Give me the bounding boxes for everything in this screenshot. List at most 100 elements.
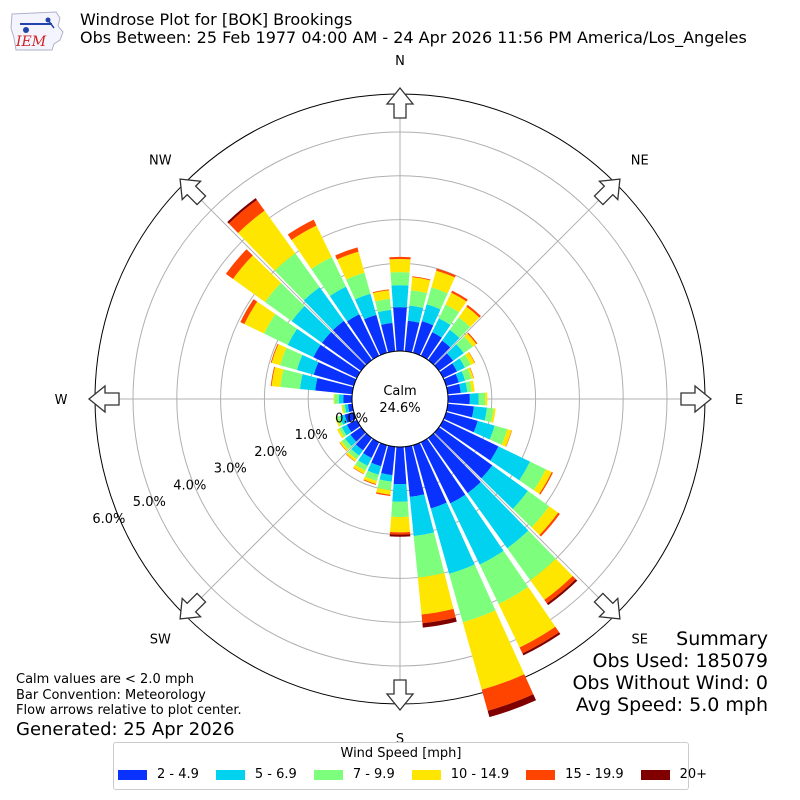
summary-box: Summary Obs Used: 185079 Obs Without Win… [572, 628, 768, 716]
legend-swatch [313, 769, 343, 780]
windrose-bar-segment [271, 367, 284, 388]
windrose-bar-segment [371, 442, 388, 467]
windrose-bar-segment [363, 476, 377, 485]
windrose-bar-segment [264, 313, 298, 345]
windrose-bar-segment [353, 464, 366, 474]
windrose-bar-segment [464, 333, 477, 347]
legend-label: 15 - 19.9 [565, 767, 624, 782]
windrose-bar-segment [334, 394, 340, 404]
windrose-bar-segment [478, 392, 486, 406]
windrose-bar-segment [313, 362, 357, 387]
windrose-bar-segment [456, 336, 473, 354]
windrose-bars [225, 198, 578, 718]
windrose-bar-segment [389, 532, 411, 535]
windrose-bar-segment [329, 286, 360, 322]
windrose-bar-segment [412, 276, 431, 281]
windrose-bar-segment [505, 430, 512, 447]
direction-label-e: E [735, 393, 743, 408]
windrose-bar-segment [336, 251, 365, 280]
windrose-bar-segment [348, 449, 360, 460]
windrose-bar-segment [464, 352, 475, 365]
windrose-bar-segment [490, 446, 531, 481]
legend-label: 7 - 9.9 [352, 767, 395, 782]
windrose-bar-segment [439, 419, 499, 461]
ring-label: 2.0% [254, 445, 287, 460]
windrose-bar-segment [449, 317, 471, 339]
windrose-bar-segment [432, 318, 451, 338]
windrose-bar-segment [228, 199, 265, 233]
direction-label-n: N [395, 54, 405, 69]
generated-date: Generated: 25 Apr 2026 [16, 719, 235, 740]
logo-text: IEM [15, 34, 47, 50]
windrose-bar-segment [428, 433, 481, 494]
windrose-bar-segment [469, 393, 479, 405]
windrose-bar-segment [393, 307, 407, 352]
legend-swatch [526, 769, 556, 780]
windrose-bar-segment [358, 453, 372, 466]
windrose-bar-segment [471, 406, 487, 421]
grid-spoke [183, 432, 367, 616]
windrose-bar-segment [355, 433, 372, 451]
iem-logo: IEM [10, 11, 64, 51]
windrose-bar-segment [479, 550, 529, 605]
legend-swatch [640, 769, 670, 780]
windrose-bar-segment [270, 343, 279, 363]
windrose-bar-segment [352, 467, 364, 475]
flow-arrow-icon [385, 86, 415, 119]
chart-title: Windrose Plot for [BOK] Brookings [80, 10, 353, 29]
windrose-bar-segment [445, 292, 467, 313]
windrose-bar-segment [389, 516, 411, 533]
windrose-bar-segment [376, 487, 391, 495]
windrose-bar-segment [321, 331, 366, 371]
note-calm-definition: Calm values are < 2.0 mph [16, 672, 195, 687]
windrose-bar-segment [372, 290, 391, 302]
windrose-bar-segment [346, 419, 361, 433]
windrose-bar-segment [280, 347, 303, 371]
windrose-bar-segment [501, 429, 512, 447]
windrose-bar-segment [434, 353, 454, 371]
windrose-bar-segment [341, 438, 352, 450]
windrose-bar-segment [498, 587, 556, 648]
legend-label: 10 - 14.9 [450, 767, 510, 782]
windrose-bar-segment [421, 304, 441, 326]
windrose-bar-segment [519, 626, 560, 654]
windrose-bar-segment [417, 572, 454, 615]
windrose-bar-segment [311, 257, 346, 297]
windrose-bar-segment [364, 314, 388, 356]
windrose-bar-segment [391, 501, 409, 518]
legend-item: 7 - 9.9 [313, 767, 395, 782]
direction-label-se: SE [631, 633, 647, 648]
windrose-bar-segment [351, 444, 364, 456]
windrose-bar-segment [530, 558, 573, 600]
windrose-bar-segment [507, 530, 556, 581]
legend-item: 5 - 6.9 [215, 767, 297, 782]
windrose-bar-segment [410, 277, 431, 294]
windrose-bar-segment [544, 575, 576, 604]
windrose-bar-segment [438, 304, 460, 325]
summary-obs-used: Obs Used: 185079 [592, 650, 768, 672]
windrose-bar-segment [332, 320, 372, 365]
flow-arrow-icon [385, 679, 415, 712]
windrose-bar-segment [345, 454, 356, 462]
note-bar-convention: Bar Convention: Meteorology [16, 687, 206, 703]
windrose-bar-segment [447, 393, 470, 405]
windrose-bar-segment [377, 479, 392, 491]
windrose-bar-segment [335, 247, 359, 260]
notes-block: Calm values are < 2.0 mph Bar Convention… [16, 672, 242, 719]
windrose-bar-segment [296, 354, 319, 375]
grid-spoke [433, 182, 617, 366]
windrose-bar-segment [522, 632, 561, 656]
windrose-bar-segment [467, 481, 529, 549]
flow-arrow-icon [680, 384, 713, 414]
windrose-bar-segment [461, 368, 472, 381]
chart-subtitle: Obs Between: 25 Feb 1977 04:00 AM - 24 A… [80, 28, 747, 47]
windrose-bar-segment [363, 438, 380, 459]
direction-label-w: W [55, 393, 68, 408]
windrose-bar-segment [391, 285, 409, 308]
windrose-bar-segment [240, 299, 258, 325]
windrose-bar-segment [339, 442, 347, 452]
windrose-bar-segment [392, 483, 408, 502]
grid-spoke [183, 182, 367, 366]
windrose-bar-segment [287, 328, 321, 358]
windrose-bar-segment [420, 438, 466, 504]
